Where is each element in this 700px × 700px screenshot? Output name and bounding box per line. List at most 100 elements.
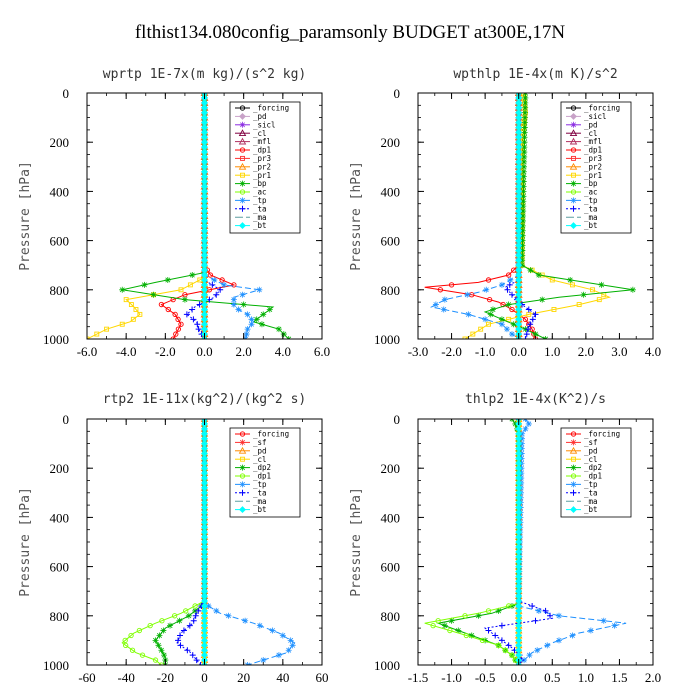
legend-entry: _mfl	[584, 137, 602, 146]
series-marker	[522, 109, 529, 116]
series-marker	[569, 282, 575, 288]
series-marker	[521, 119, 528, 126]
series-line-ta	[186, 93, 221, 339]
series-marker	[503, 326, 510, 333]
series-line-pr1	[87, 93, 205, 339]
legend-entry: _ta	[584, 488, 598, 497]
y-tick-label: 800	[50, 609, 70, 624]
y-tick-label: 1000	[374, 658, 400, 673]
legend-entry: _bp	[584, 179, 598, 188]
legend-entry: _ma	[584, 213, 598, 222]
legend-entry: _ta	[253, 488, 267, 497]
series-marker	[192, 607, 199, 614]
legend-marker	[570, 197, 577, 204]
series-marker	[441, 622, 448, 629]
series-marker	[441, 296, 448, 303]
x-tick-label: -1.5	[408, 670, 429, 685]
legend-entry: _forcing	[584, 430, 620, 439]
legend-entry: _ta	[253, 204, 267, 213]
series-line-ta	[483, 419, 554, 665]
legend-marker	[570, 481, 577, 488]
series-marker	[495, 642, 502, 648]
series-marker	[189, 272, 196, 279]
series-marker	[435, 618, 441, 624]
series-marker	[213, 607, 220, 614]
legend-entry: _sicl	[584, 112, 607, 121]
legend-entry: _ta	[584, 204, 598, 213]
series-marker	[253, 316, 260, 323]
legend-marker	[570, 205, 577, 212]
series-marker	[177, 632, 184, 639]
legend-marker	[240, 155, 245, 161]
series-marker	[133, 307, 139, 312]
series-marker	[172, 311, 178, 318]
figure-title: flthist134.080config_paramsonly BUDGET a…	[135, 22, 566, 43]
legend-marker	[239, 112, 246, 120]
series-marker	[211, 276, 218, 283]
series-marker	[549, 277, 555, 283]
legend-marker	[239, 189, 246, 195]
series-marker	[186, 622, 193, 629]
series-marker	[447, 627, 453, 634]
legend-marker	[571, 172, 576, 178]
series-marker	[520, 188, 527, 195]
legend-entry: _pr1	[584, 171, 602, 180]
series-marker	[195, 326, 202, 333]
series-marker	[520, 178, 527, 185]
series-marker	[567, 276, 574, 283]
y-tick-label: 200	[381, 461, 401, 476]
legend-entry: _cl	[253, 455, 267, 464]
series-marker	[498, 622, 505, 629]
legend: _forcing_sf_pd_cl_dp2_dp1_tp_ta_ma_bt	[560, 427, 632, 518]
y-tick-label: 1000	[374, 332, 400, 347]
legend-marker	[570, 464, 577, 471]
y-tick-label: 600	[50, 560, 70, 575]
legend-entry: _tp	[584, 480, 598, 489]
legend-entry: _dp2	[584, 463, 602, 472]
legend-entry: _forcing	[584, 104, 620, 113]
series-marker	[159, 618, 165, 624]
y-axis-label: Pressure [hPa]	[18, 161, 33, 271]
y-tick-label: 600	[381, 560, 401, 575]
legend-marker	[569, 446, 578, 454]
x-tick-label: 0.0	[511, 670, 527, 685]
series-marker	[485, 277, 492, 283]
x-tick-label: 40	[276, 670, 289, 685]
legend-entry: _cl	[584, 455, 598, 464]
series-marker	[505, 603, 512, 609]
legend-entry: _tp	[253, 196, 267, 205]
series-marker	[509, 306, 515, 313]
legend-entry: _pr2	[253, 162, 271, 171]
series-line-bp	[483, 93, 633, 339]
legend-entry: _ma	[584, 497, 598, 506]
series-marker	[569, 632, 576, 639]
series-marker	[529, 602, 536, 609]
series-marker	[520, 198, 527, 205]
series-marker	[486, 296, 493, 303]
y-tick-label: 200	[50, 135, 70, 150]
x-tick-label: 0.0	[511, 344, 527, 359]
y-tick-label: 400	[381, 510, 401, 525]
series-marker	[275, 652, 282, 659]
series-marker	[190, 617, 197, 624]
legend-entry: _dp1	[253, 146, 271, 155]
legend-marker	[239, 222, 246, 230]
series-marker	[475, 612, 482, 619]
legend-entry: _forcing	[253, 430, 289, 439]
legend-entry: _pd	[584, 446, 598, 455]
series-marker	[556, 612, 562, 619]
series-marker	[152, 657, 159, 663]
series-marker	[556, 637, 562, 644]
series-marker	[522, 336, 529, 339]
series-marker	[519, 222, 526, 229]
series-marker	[239, 291, 246, 298]
legend-marker	[570, 147, 577, 153]
legend-marker	[240, 456, 245, 462]
series-marker	[519, 227, 526, 234]
legend: _forcing_sicl_pd_cl_mfl_dp1_pr3_pr2_pr1_…	[560, 101, 632, 234]
series-marker	[244, 311, 251, 318]
legend-entry: _dp1	[253, 472, 271, 481]
series-marker	[521, 158, 528, 165]
x-tick-label: -4.0	[116, 344, 137, 359]
series-marker	[175, 637, 182, 644]
